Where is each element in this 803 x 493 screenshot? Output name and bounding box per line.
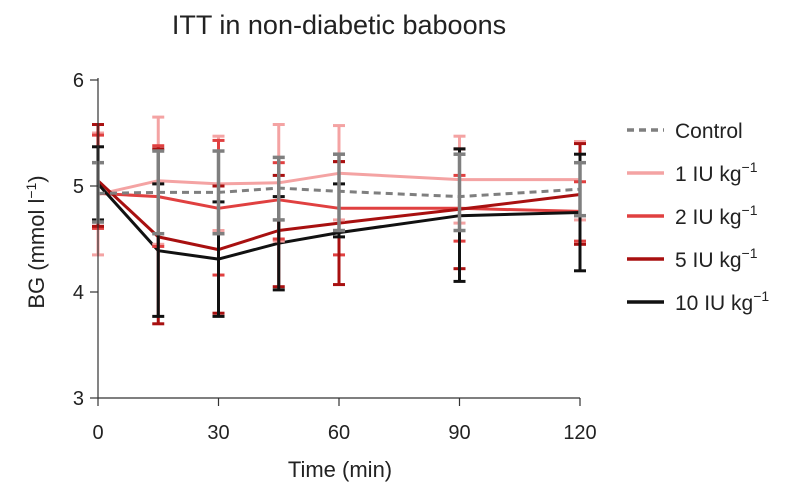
legend-label: 5 IU kg−1	[675, 245, 758, 272]
x-tick-label: 30	[207, 422, 229, 444]
legend-item: 1 IU kg−1	[627, 159, 758, 186]
error-bar	[453, 152, 466, 233]
legend-label: 1 IU kg−1	[675, 159, 758, 186]
error-bar	[152, 149, 165, 236]
chart-title: ITT in non-diabetic baboons	[172, 10, 506, 40]
error-bars	[92, 115, 586, 326]
legend-item: Control	[627, 120, 743, 143]
error-bar	[212, 149, 225, 236]
legend-label: 10 IU kg−1	[675, 288, 769, 315]
y-tick-label: 6	[73, 70, 84, 92]
error-bar	[272, 155, 285, 222]
error-bar	[574, 160, 586, 218]
x-tick-label: 90	[448, 422, 470, 444]
x-tick-label: 120	[563, 422, 596, 444]
y-tick-label: 4	[73, 282, 84, 304]
legend-item: 10 IU kg−1	[627, 288, 769, 315]
y-axis-title: BG (mmol l−1)	[23, 175, 49, 308]
x-axis: 0 30 60 90 120	[92, 397, 597, 444]
legend-item: 2 IU kg−1	[627, 202, 758, 229]
y-tick-label: 3	[73, 388, 84, 410]
legend-label: Control	[675, 120, 743, 143]
legend-label: 2 IU kg−1	[675, 202, 758, 229]
error-bar	[333, 152, 345, 233]
plot-area	[92, 115, 586, 326]
x-tick-label: 0	[92, 422, 103, 444]
y-tick-label: 5	[73, 176, 84, 198]
x-axis-title: Time (min)	[288, 457, 392, 482]
legend-item: 5 IU kg−1	[627, 245, 758, 272]
legend: Control 1 IU kg−1 2 IU kg−1 5 IU kg−1 10 IU …	[627, 120, 769, 315]
x-tick-label: 60	[328, 422, 350, 444]
y-axis: 3 4 5 6	[73, 70, 99, 410]
